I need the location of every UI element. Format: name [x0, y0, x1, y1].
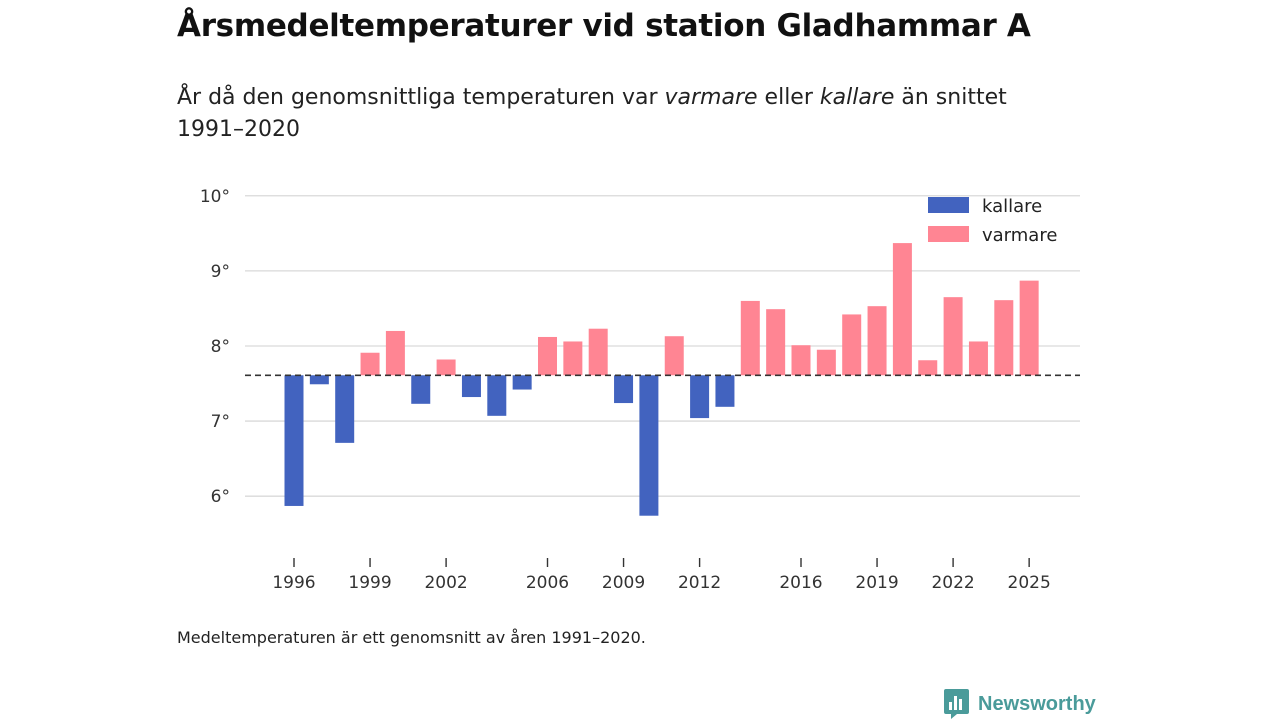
chart-title: Årsmedeltemperaturer vid station Gladham… [177, 8, 1031, 44]
bar-2023 [968, 341, 988, 376]
bar-2004 [487, 375, 507, 416]
bar-2013 [715, 375, 735, 407]
bar-2024 [994, 300, 1014, 376]
bar-2010 [639, 375, 659, 516]
bar-1997 [309, 375, 329, 385]
bar-2020 [892, 243, 912, 376]
bar-2015 [766, 309, 786, 376]
bar-2016 [791, 345, 811, 376]
bar-2014 [740, 300, 760, 376]
bar-2008 [588, 328, 608, 376]
bar-2007 [563, 341, 583, 376]
legend-swatch-varmare [928, 226, 969, 242]
x-tick-label-2016: 2016 [779, 573, 822, 593]
bars [284, 243, 1039, 516]
bar-2009 [614, 375, 634, 404]
legend-label-varmare: varmare [982, 225, 1057, 246]
brand-logo[interactable]: Newsworthy [943, 688, 1096, 720]
x-tick-label-2025: 2025 [1008, 573, 1051, 593]
x-tick-label-1996: 1996 [272, 573, 315, 593]
bar-1998 [335, 375, 355, 443]
bar-2005 [512, 375, 532, 390]
bar-2000 [385, 330, 405, 376]
subtitle-text-1: År då den genomsnittliga temperaturen va… [177, 85, 665, 110]
bar-2006 [538, 336, 557, 376]
x-tick-label-2006: 2006 [526, 573, 569, 593]
y-axis-ticks: 6° 7° 8° 9° 10° [200, 187, 230, 507]
subtitle-text-2: eller [757, 85, 820, 110]
y-tick-label-7: 7° [211, 412, 230, 432]
x-tick-label-2002: 2002 [424, 573, 467, 593]
bar-1996 [284, 375, 304, 506]
y-tick-label-8: 8° [211, 337, 230, 357]
x-tick-label-1999: 1999 [348, 573, 391, 593]
subtitle-colder: kallare [819, 85, 895, 110]
bar-2011 [664, 336, 684, 376]
bar-2017 [816, 349, 836, 376]
x-tick-label-2009: 2009 [602, 573, 645, 593]
subtitle-warmer: varmare [664, 85, 758, 110]
y-tick-label-9: 9° [211, 262, 230, 282]
x-tick-label-2022: 2022 [931, 573, 974, 593]
brand-name: Newsworthy [978, 692, 1096, 715]
footnote: Medeltemperaturen är ett genomsnitt av å… [177, 628, 646, 647]
x-tick-label-2019: 2019 [855, 573, 898, 593]
legend-swatch-kallare [928, 197, 969, 213]
bar-2022 [943, 297, 963, 376]
bar-2019 [867, 306, 887, 376]
bar-2001 [411, 375, 431, 404]
legend-label-kallare: kallare [982, 196, 1042, 217]
bar-2002 [436, 359, 456, 376]
bar-2018 [842, 314, 862, 376]
y-tick-label-10: 10° [200, 187, 230, 207]
newsworthy-logo-icon [944, 689, 969, 719]
x-axis-ticks: 1996 1999 2002 2006 2009 2012 2016 2019 2022 2025 [272, 558, 1051, 593]
bar-chart: 6° 7° 8° 9° 10° 1996 1999 2002 2006 2009 2012 2016… [200, 187, 1080, 593]
bar-2025 [1019, 280, 1039, 376]
y-tick-label-6: 6° [211, 487, 230, 507]
grid-lines [245, 195, 1080, 497]
bar-2012 [690, 375, 710, 419]
x-tick-label-2012: 2012 [678, 573, 721, 593]
legend: kallare varmare [928, 196, 1057, 246]
bar-2021 [918, 360, 938, 376]
bar-1999 [360, 352, 380, 376]
bar-2003 [461, 375, 481, 398]
chart-subtitle: År då den genomsnittliga temperaturen va… [177, 82, 1057, 146]
subtitle-text-3: än snittet 1991–2020 [177, 85, 1007, 142]
